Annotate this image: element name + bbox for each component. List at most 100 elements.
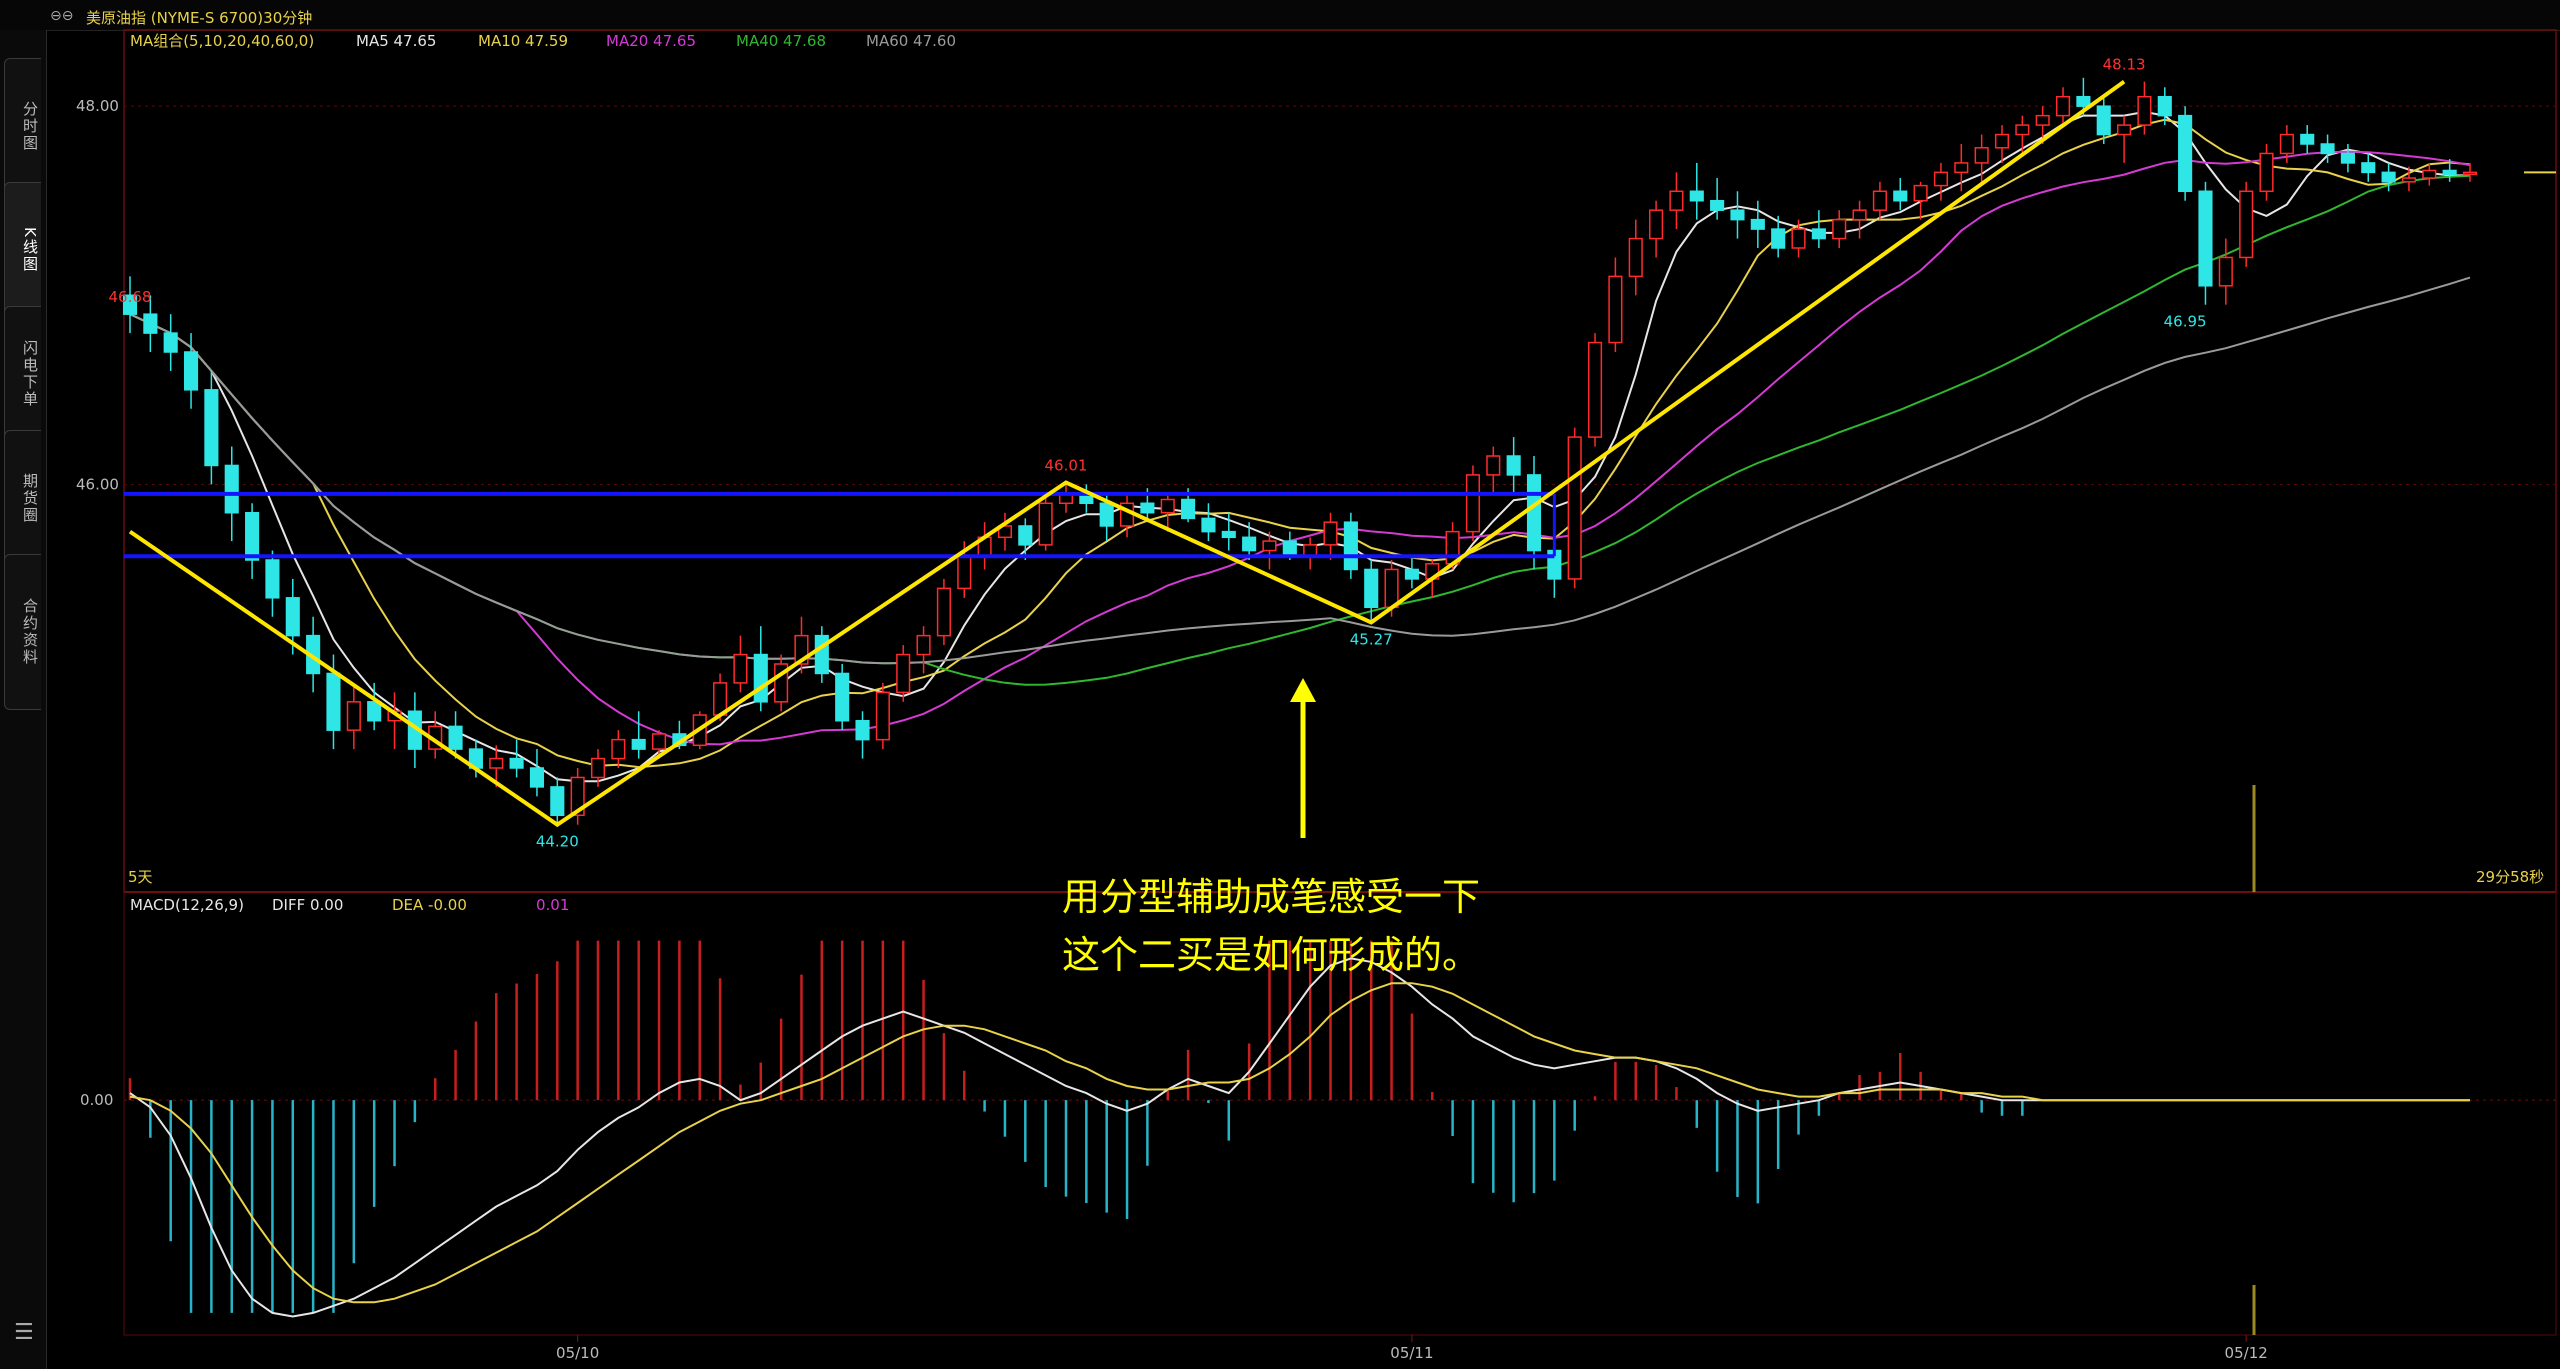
candle-body: [1242, 536, 1257, 552]
candle-body: [1282, 540, 1297, 557]
candle: [855, 711, 870, 759]
candle: [2218, 238, 2233, 305]
candle: [1893, 178, 1908, 211]
candle-body: [936, 587, 951, 637]
candle: [1832, 210, 1847, 248]
macd-legend-title: MACD(12,26,9): [130, 896, 244, 914]
menu-icon[interactable]: ☰: [14, 1320, 34, 1345]
candle: [1913, 181, 1928, 220]
candle: [570, 768, 585, 825]
candle: [163, 314, 178, 371]
candle: [183, 333, 199, 409]
candle-body: [326, 672, 341, 731]
candle-body: [1954, 162, 1969, 174]
candle: [1486, 446, 1501, 494]
candle: [1649, 200, 1664, 258]
candle-body: [2137, 95, 2152, 126]
tab-quick-order[interactable]: 闪电下单: [4, 306, 41, 442]
link-icon[interactable]: ⊖⊖: [50, 8, 74, 24]
tab-kline-label: K线图: [21, 227, 39, 273]
candle: [529, 749, 545, 797]
price-annotation: 45.27: [1350, 630, 1393, 648]
candle-body: [631, 738, 646, 750]
candle: [2320, 134, 2335, 163]
candle: [367, 682, 382, 731]
annotation: 用分型辅助成笔感受一下 这个二买是如何形成的。: [1062, 678, 1480, 977]
x-tick-label: 05/12: [2225, 1344, 2268, 1362]
tab-contract-info-label: 合约资料: [21, 598, 39, 666]
candle: [1323, 512, 1338, 560]
x-tick-label: 05/11: [1390, 1344, 1433, 1362]
tab-kline[interactable]: K线图: [4, 182, 41, 318]
ma40-line: [129, 174, 2471, 686]
candle: [814, 626, 829, 683]
candle: [1730, 191, 1745, 239]
candle: [2239, 181, 2254, 267]
candle-body: [2178, 114, 2193, 193]
candle: [1526, 456, 1542, 570]
candle-body: [1811, 228, 1826, 240]
candle: [1404, 556, 1419, 589]
candle: [1343, 512, 1358, 579]
candle-body: [2198, 190, 2213, 287]
candle: [611, 730, 626, 768]
candle-body: [1872, 190, 1887, 211]
legend-ma10: MA10 47.59: [478, 32, 568, 50]
candle: [1262, 531, 1277, 570]
candle-body: [448, 725, 463, 750]
candle: [2279, 125, 2294, 163]
price-annotations: 46.68 44.20 46.01 45.27 48.13 46.95: [109, 56, 2207, 851]
candle-body: [1465, 474, 1481, 533]
candle-body: [2422, 169, 2437, 179]
candle: [1811, 210, 1826, 248]
legend-ma60: MA60 47.60: [866, 32, 956, 50]
macd-diff-line: [129, 957, 2470, 1318]
candle-body: [1567, 436, 1582, 580]
overlays: [124, 79, 2126, 828]
candle: [2422, 162, 2437, 186]
candle-body: [875, 691, 890, 741]
candle-body: [1689, 190, 1704, 202]
candle-body: [2320, 143, 2335, 155]
candle: [2015, 115, 2030, 154]
macd-dea-line: [129, 982, 2470, 1304]
ma20-line: [129, 150, 2471, 746]
macd-legend-macd: 0.01: [536, 896, 569, 914]
candle-body: [1099, 502, 1114, 527]
candle-body: [2117, 124, 2132, 136]
candle: [1771, 215, 1786, 258]
candle: [489, 745, 504, 787]
bi-strokes: [128, 79, 2126, 828]
candle-body: [2381, 171, 2396, 183]
candle-body: [1506, 455, 1521, 476]
price-annotation: 46.01: [1045, 456, 1088, 474]
macd-legend-diff: DIFF 0.00: [272, 896, 343, 914]
annotation-line-1: 用分型辅助成笔感受一下: [1062, 875, 1480, 919]
candle-body: [814, 634, 829, 675]
candle: [2157, 87, 2172, 126]
tab-contract-info[interactable]: 合约资料: [4, 554, 41, 710]
candle-body: [2279, 133, 2294, 155]
candle-body: [2340, 152, 2355, 164]
candle: [875, 682, 890, 750]
candle-body: [2055, 95, 2071, 117]
candle: [1038, 493, 1053, 551]
candle-body: [1893, 190, 1908, 202]
candle: [265, 550, 280, 617]
candle-body: [1608, 275, 1623, 344]
candle: [2442, 159, 2457, 182]
macd-zero-label: 0.00: [80, 1091, 113, 1109]
grid: [124, 105, 2556, 1335]
candle: [2340, 144, 2355, 173]
candle: [306, 616, 321, 693]
candle-body: [1649, 209, 1664, 240]
candle-body: [1974, 147, 1989, 164]
candle: [1201, 503, 1216, 542]
candle-body: [896, 653, 911, 694]
annotation-line-2: 这个二买是如何形成的。: [1062, 933, 1480, 977]
sidebar: 分时图 K线图 闪电下单 期货圈 合约资料 ☰: [0, 30, 47, 1369]
candle: [1954, 144, 1969, 192]
macd-panel: [124, 940, 2556, 1318]
candle-body: [733, 653, 748, 684]
ma-legend: MA组合(5,10,20,40,60,0) MA5 47.65 MA10 47.…: [130, 32, 956, 50]
